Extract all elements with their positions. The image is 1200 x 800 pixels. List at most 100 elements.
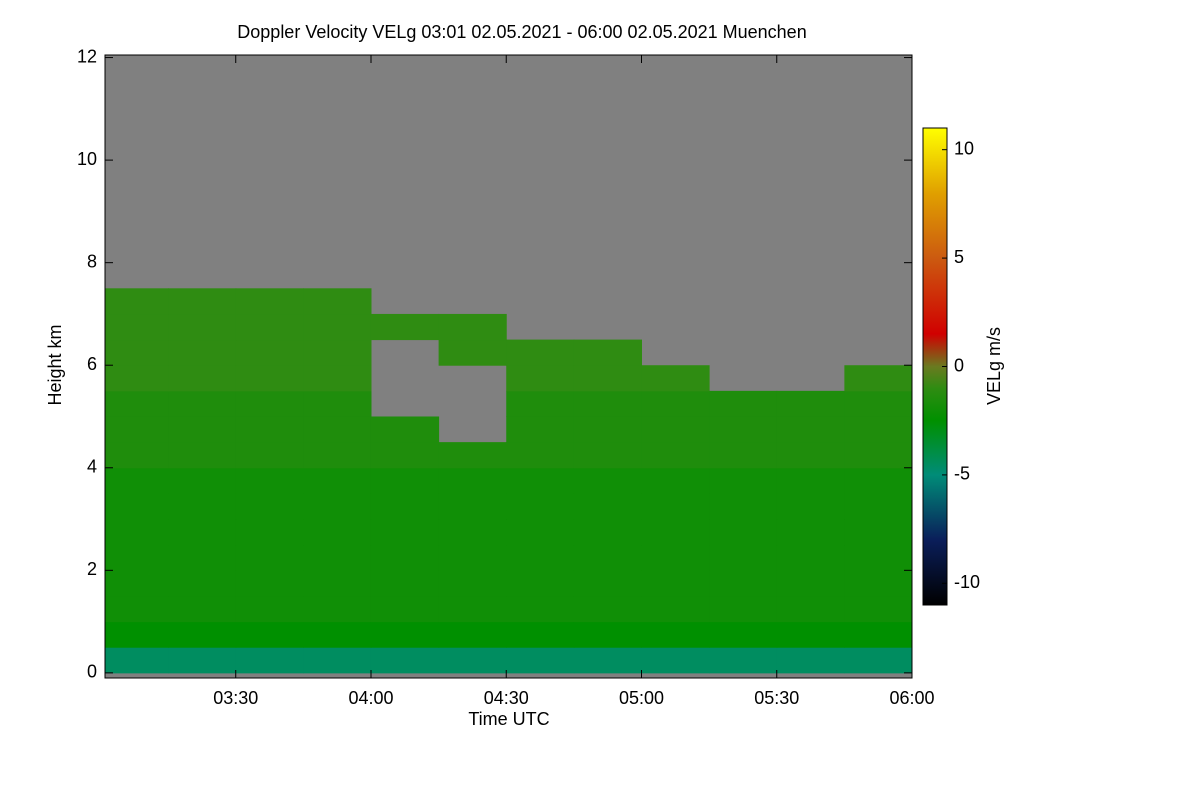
heatmap-cell — [776, 467, 845, 494]
heatmap-cell — [573, 390, 642, 417]
heatmap-cell — [844, 365, 913, 392]
heatmap-cell — [438, 595, 507, 623]
heatmap-cell — [235, 365, 304, 392]
heatmap-cell — [370, 621, 440, 648]
heatmap-cell — [709, 595, 778, 623]
heatmap-cell — [709, 493, 778, 520]
heatmap-cell — [303, 621, 372, 648]
y-axis-label: Height km — [45, 324, 65, 405]
heatmap-cell — [235, 570, 304, 597]
heatmap-cell — [641, 416, 710, 443]
heatmap-cell — [573, 467, 642, 494]
heatmap-cell — [641, 595, 710, 623]
heatmap-cell — [235, 621, 304, 648]
heatmap-cell — [844, 595, 913, 623]
heatmap-cell — [506, 621, 575, 648]
heatmap-cell — [573, 442, 642, 469]
heatmap-cell — [438, 442, 507, 469]
heatmap-cell — [438, 493, 507, 520]
heatmap-cell — [776, 621, 845, 648]
heatmap-cell — [709, 442, 778, 469]
heatmap-cell — [844, 442, 913, 469]
heatmap-cell — [506, 365, 575, 392]
heatmap-cell — [168, 519, 237, 546]
heatmap-cell — [641, 570, 710, 597]
y-tick-label: 12 — [77, 46, 97, 66]
heatmap-cell — [105, 493, 169, 520]
heatmap-cell — [370, 493, 440, 520]
x-tick-label: 05:00 — [619, 688, 664, 708]
heatmap-cell — [506, 570, 575, 597]
heatmap-cell — [776, 570, 845, 597]
heatmap-cell — [844, 544, 913, 571]
heatmap-cell — [105, 621, 169, 648]
heatmap-cell — [641, 544, 710, 571]
heatmap-cell — [438, 339, 507, 366]
heatmap-cell — [168, 442, 237, 469]
heatmap-cell — [573, 544, 642, 571]
heatmap-cell — [168, 365, 237, 392]
heatmap-cell — [506, 595, 575, 623]
heatmap-cell — [105, 467, 169, 494]
heatmap-cell — [168, 595, 237, 623]
heatmap-cell — [168, 544, 237, 571]
heatmap-cell — [235, 544, 304, 571]
heatmap-cell — [641, 621, 710, 648]
heatmap-cell — [303, 288, 372, 315]
x-tick-label: 04:00 — [348, 688, 393, 708]
heatmap-cell — [506, 442, 575, 469]
heatmap-cell — [303, 390, 372, 417]
heatmap-cell — [105, 544, 169, 571]
heatmap-cell — [506, 647, 575, 674]
heatmap-cell — [105, 313, 169, 341]
heatmap-cell — [303, 647, 372, 674]
heatmap-cell — [168, 339, 237, 366]
plot-frame — [104, 54, 913, 679]
heatmap-cell — [573, 570, 642, 597]
heatmap-cell — [303, 595, 372, 623]
heatmap-cell — [303, 519, 372, 546]
heatmap-cell — [776, 416, 845, 443]
heatmap-cell — [303, 416, 372, 443]
heatmap-cell — [105, 288, 169, 315]
heatmap-cell — [438, 621, 507, 648]
heatmap-cell — [370, 313, 440, 341]
heatmap-cell — [844, 467, 913, 494]
heatmap-cell — [709, 390, 778, 417]
heatmap-cell — [573, 339, 642, 366]
colorbar-tick-label: 0 — [954, 355, 964, 375]
heatmap-cell — [709, 570, 778, 597]
x-axis-label: Time UTC — [468, 709, 549, 729]
colorbar-tick-label: 5 — [954, 247, 964, 267]
heatmap-cell — [438, 647, 507, 674]
heatmap-cell — [438, 570, 507, 597]
colorbar-tick-label: -5 — [954, 464, 970, 484]
heatmap-cell — [105, 365, 169, 392]
heatmap-cell — [641, 519, 710, 546]
heatmap-cell — [844, 621, 913, 648]
heatmap-cell — [303, 313, 372, 341]
heatmap-cell — [105, 442, 169, 469]
heatmap-cell — [573, 647, 642, 674]
heatmap-cell — [844, 647, 913, 674]
heatmap-cell — [303, 339, 372, 366]
heatmap-cell — [168, 288, 237, 315]
heatmap-cell — [370, 570, 440, 597]
heatmap-cell — [235, 467, 304, 494]
heatmap-cell — [370, 467, 440, 494]
heatmap-cell — [709, 621, 778, 648]
heatmap-cell — [438, 544, 507, 571]
heatmap-cell — [105, 339, 169, 366]
colorbar-tick-label: 10 — [954, 138, 974, 158]
heatmap-cell — [235, 339, 304, 366]
heatmap-cell — [235, 313, 304, 341]
heatmap-cell — [370, 442, 440, 469]
y-tick-label: 4 — [87, 457, 97, 477]
heatmap-cell — [370, 416, 440, 443]
heatmap-cell — [641, 647, 710, 674]
x-tick-label: 03:30 — [213, 688, 258, 708]
heatmap-cell — [370, 647, 440, 674]
heatmap-cell — [168, 390, 237, 417]
heatmap-cell — [641, 390, 710, 417]
heatmap-cell — [235, 647, 304, 674]
